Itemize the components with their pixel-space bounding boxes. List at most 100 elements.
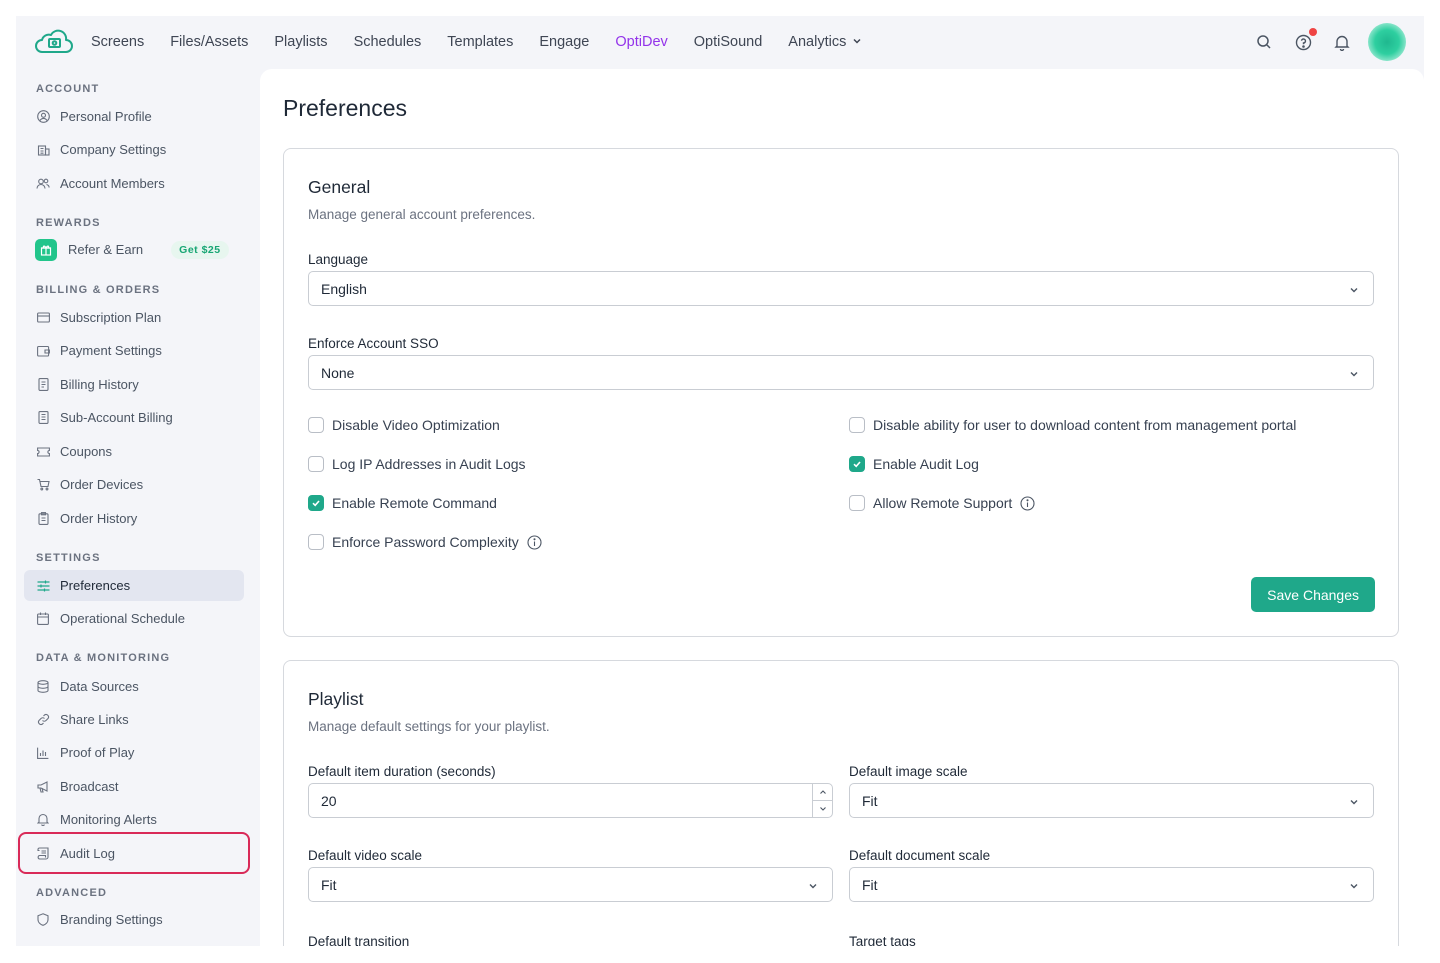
nav-optidev[interactable]: OptiDev (615, 34, 668, 50)
sso-select[interactable]: None (308, 355, 1374, 390)
save-changes-button[interactable]: Save Changes (1251, 577, 1375, 612)
sidebar-item-billing-history[interactable]: Billing History (24, 369, 244, 400)
nav-optisound[interactable]: OptiSound (693, 34, 763, 50)
nav-playlists[interactable]: Playlists (274, 34, 328, 50)
nav-analytics-label: Analytics (788, 34, 847, 50)
sidebar-item-label: Order Devices (60, 477, 144, 492)
sidebar-item-label: Order History (60, 511, 138, 526)
logo-icon[interactable] (34, 26, 74, 58)
checkbox-label: Disable Video Optimization (332, 417, 500, 433)
chevron-down-icon (807, 879, 819, 895)
sidebar-item-proof-of-play[interactable]: Proof of Play (24, 737, 244, 768)
sidebar-item-label: Account Members (60, 176, 165, 191)
sidebar-item-subscription-plan[interactable]: Subscription Plan (24, 302, 244, 333)
sidebar-item-order-devices[interactable]: Order Devices (24, 469, 244, 500)
nav-files-assets[interactable]: Files/Assets (170, 34, 249, 50)
shield-icon (36, 913, 50, 927)
info-icon[interactable] (1020, 495, 1035, 511)
duration-value: 20 (321, 792, 337, 809)
document-icon (36, 411, 50, 425)
section-title-billing: BILLING & ORDERS (36, 284, 161, 296)
duration-label: Default item duration (seconds) (308, 764, 496, 779)
sidebar-item-monitoring-alerts[interactable]: Monitoring Alerts (24, 804, 244, 835)
sidebar-item-label: Coupons (60, 444, 113, 459)
sidebar-item-refer-earn[interactable]: Refer & Earn Get $25 (24, 234, 244, 265)
checkbox-row-remote-support: Allow Remote Support (849, 495, 1035, 511)
database-icon (36, 680, 50, 694)
wallet-icon (36, 344, 50, 358)
search-icon[interactable] (1254, 32, 1274, 52)
video-scale-select[interactable]: Fit (308, 867, 833, 902)
checkbox-label: Enforce Password Complexity (332, 534, 519, 550)
sidebar: ACCOUNT Personal Profile Company Setting… (16, 68, 260, 946)
document-scale-label: Default document scale (849, 848, 991, 863)
language-label: Language (308, 252, 369, 267)
enable-audit-log-checkbox[interactable] (849, 456, 865, 472)
calendar-icon (36, 612, 50, 626)
nav-engage[interactable]: Engage (539, 34, 590, 50)
language-select[interactable]: English (308, 271, 1374, 306)
image-scale-value: Fit (862, 792, 878, 809)
sidebar-item-label: Company Settings (60, 142, 167, 157)
checkbox-row-disable-video-opt: Disable Video Optimization (308, 417, 500, 433)
sidebar-item-broadcast[interactable]: Broadcast (24, 771, 244, 802)
chevron-down-icon (1348, 283, 1360, 299)
app-window: Screens Files/Assets Playlists Schedules… (16, 16, 1424, 946)
top-icons (1235, 16, 1406, 68)
sidebar-item-payment-settings[interactable]: Payment Settings (24, 335, 244, 366)
section-title-advanced: ADVANCED (36, 887, 108, 899)
bell-icon (36, 813, 50, 827)
nav-screens[interactable]: Screens (91, 34, 145, 50)
sidebar-item-data-sources[interactable]: Data Sources (24, 671, 244, 702)
megaphone-icon (36, 780, 50, 794)
stepper-down-icon[interactable] (813, 801, 832, 817)
sidebar-item-audit-log[interactable]: Audit Log (18, 832, 250, 874)
nav-schedules[interactable]: Schedules (353, 34, 422, 50)
sliders-icon (36, 579, 50, 593)
disable-download-checkbox[interactable] (849, 417, 865, 433)
image-scale-select[interactable]: Fit (849, 783, 1374, 818)
sidebar-item-share-links[interactable]: Share Links (24, 704, 244, 735)
duration-stepper (812, 784, 832, 817)
document-scale-select[interactable]: Fit (849, 867, 1374, 902)
enforce-password-complexity-checkbox[interactable] (308, 534, 324, 550)
building-icon (36, 143, 50, 157)
top-navigation: Screens Files/Assets Playlists Schedules… (16, 16, 1424, 68)
receipt-icon (36, 378, 50, 392)
info-icon[interactable] (527, 534, 542, 550)
sidebar-item-account-members[interactable]: Account Members (24, 168, 244, 199)
allow-remote-support-checkbox[interactable] (849, 495, 865, 511)
playlist-card: Playlist Manage default settings for you… (283, 660, 1399, 946)
sidebar-item-personal-profile[interactable]: Personal Profile (24, 101, 244, 132)
sidebar-item-operational-schedule[interactable]: Operational Schedule (24, 603, 244, 634)
log-ip-addresses-checkbox[interactable] (308, 456, 324, 472)
gift-icon (35, 238, 57, 261)
sidebar-item-label: Payment Settings (60, 343, 162, 358)
sidebar-item-coupons[interactable]: Coupons (24, 436, 244, 467)
stepper-up-icon[interactable] (813, 784, 832, 801)
sidebar-item-company-settings[interactable]: Company Settings (24, 134, 244, 165)
checkbox-row-log-ip: Log IP Addresses in Audit Logs (308, 456, 526, 472)
bell-icon[interactable] (1332, 32, 1352, 52)
sidebar-item-sub-account-billing[interactable]: Sub-Account Billing (24, 402, 244, 433)
enable-remote-command-checkbox[interactable] (308, 495, 324, 511)
check-icon (853, 461, 861, 468)
user-circle-icon (36, 110, 50, 124)
playlist-title: Playlist (308, 689, 364, 709)
section-title-settings: SETTINGS (36, 552, 101, 564)
ticket-icon (36, 445, 50, 459)
disable-video-optimization-checkbox[interactable] (308, 417, 324, 433)
sidebar-item-branding-settings[interactable]: Branding Settings (24, 904, 244, 935)
sidebar-item-order-history[interactable]: Order History (24, 503, 244, 534)
image-scale-label: Default image scale (849, 764, 968, 779)
nav-analytics[interactable]: Analytics (788, 34, 862, 50)
checkbox-label: Enable Audit Log (873, 456, 979, 472)
nav-templates[interactable]: Templates (447, 34, 514, 50)
sidebar-item-label: Personal Profile (60, 109, 152, 124)
avatar[interactable] (1368, 23, 1406, 61)
sidebar-item-preferences[interactable]: Preferences (24, 570, 244, 601)
duration-input[interactable]: 20 (308, 783, 833, 818)
reward-badge: Get $25 (171, 240, 229, 259)
scroll-icon (36, 846, 50, 860)
help-icon[interactable] (1293, 28, 1317, 52)
